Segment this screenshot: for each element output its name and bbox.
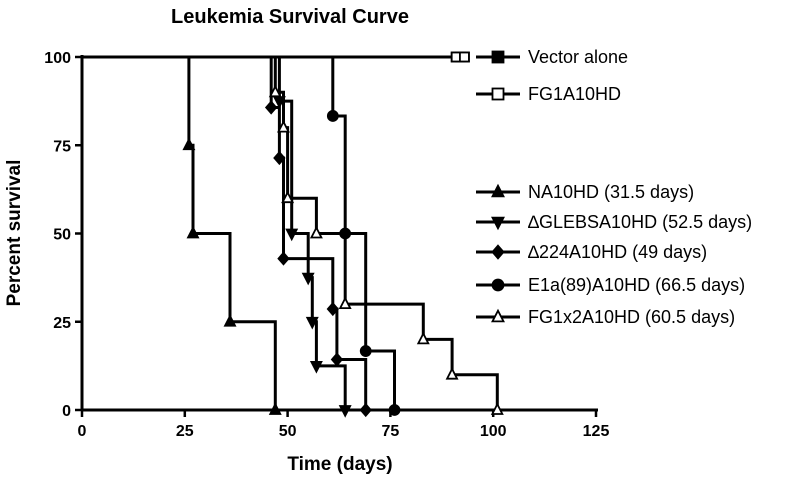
marker-triangle-down [338,405,352,418]
marker-square [459,51,470,63]
legend-item-3: ∆GLEBSA10HD (52.5 days) [476,212,752,232]
series-5 [82,55,401,416]
x-tick-label: 50 [279,423,297,440]
marker-triangle-up [309,225,323,239]
marker-diamond [491,244,505,260]
marker-diamond [264,100,278,115]
marker-triangle-up [281,190,295,204]
legend-label: Vector alone [528,47,628,67]
y-tick-label: 75 [53,138,71,155]
x-tick-label: 0 [78,423,87,440]
marker-triangle-up [491,308,505,323]
axes: 0 25 50 75 100 125 0 25 50 75 100 [44,50,609,440]
marker-circle [326,110,339,122]
legend-label: ∆224A10HD (49 days) [528,242,707,262]
marker-triangle-up [277,119,290,133]
marker-triangle-up [186,225,200,239]
y-tick-label: 100 [44,50,71,67]
legend-item-5: E1a(89)A10HD (66.5 days) [476,275,745,295]
marker-triangle-down [301,272,315,286]
legend-item-2: NA10HD (31.5 days) [476,182,694,202]
series-4 [82,55,372,418]
marker-triangle-up [182,137,196,151]
marker-triangle-up [268,84,282,98]
legend-item-6: FG1x2A10HD (60.5 days) [476,307,735,327]
y-axis-label: Percent survival [4,160,25,307]
marker-diamond [326,301,340,317]
x-tick-label: 25 [176,423,194,440]
legend-item-0: Vector alone [476,47,628,67]
series-2 [82,55,282,415]
marker-diamond [277,251,290,266]
marker-triangle-up [268,402,282,415]
marker-triangle-up [338,296,352,310]
x-tick-label: 100 [480,423,507,440]
marker-square [491,50,505,64]
marker-triangle-up [416,331,430,345]
marker-triangle-down [309,360,323,374]
marker-circle [491,278,505,292]
marker-triangle-up [445,366,459,380]
legend: Vector alone FG1A10HD NA10HD (31.5 days) ∆G… [476,47,752,327]
y-tick-label: 0 [62,403,71,420]
marker-circle [359,345,372,357]
marker-circle [388,404,401,416]
series-line [82,55,277,410]
x-tick-label: 125 [583,423,610,440]
legend-label: E1a(89)A10HD (66.5 days) [528,275,745,295]
series-3 [82,55,352,418]
legend-label: NA10HD (31.5 days) [528,182,694,202]
marker-diamond [330,352,344,367]
legend-label: FG1x2A10HD (60.5 days) [528,307,735,327]
x-tick-label: 75 [382,423,400,440]
legend-label: FG1A10HD [528,84,621,104]
marker-square [491,87,505,101]
marker-diamond [273,150,286,166]
x-axis-label: Time (days) [287,454,392,475]
plot-area [82,51,504,418]
marker-triangle-up [223,314,237,327]
legend-item-4: ∆224A10HD (49 days) [476,242,707,262]
marker-triangle-up [490,402,504,415]
y-tick-label: 50 [53,227,71,244]
y-tick-label: 25 [53,315,71,332]
legend-label: ∆GLEBSA10HD (52.5 days) [528,212,752,232]
marker-triangle-down [491,216,505,231]
marker-diamond [359,402,372,418]
marker-triangle-up [491,183,505,198]
marker-triangle-down [305,316,319,330]
legend-item-1: FG1A10HD [476,84,621,104]
chart-title: Leukemia Survival Curve [171,6,409,28]
marker-triangle-down [285,228,299,242]
series-6 [82,55,504,415]
